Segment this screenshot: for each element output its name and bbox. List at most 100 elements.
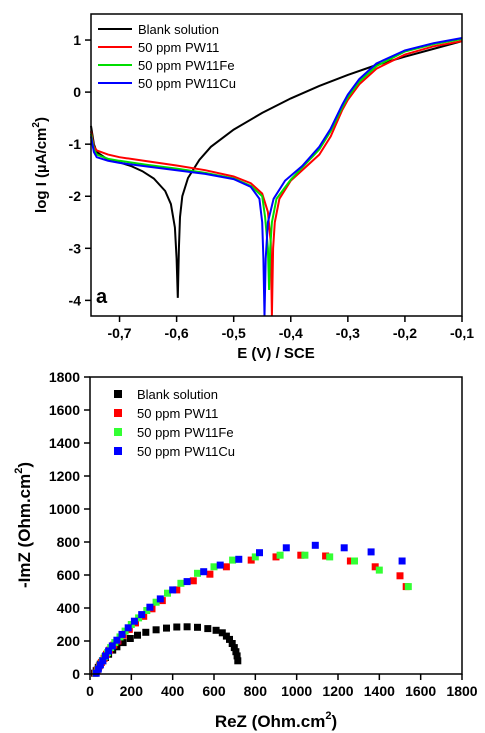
nyquist-chart: 0 200 400 600 800 1000 1200 1400 1600 1800 0 200 40… (13, 369, 478, 731)
panel-label: a (96, 286, 108, 308)
data-point (169, 586, 177, 594)
data-point (152, 626, 160, 634)
x-tick-label: 0 (86, 683, 94, 699)
data-point (272, 553, 280, 561)
data-point (119, 639, 127, 647)
data-point (396, 572, 404, 580)
series-3 (92, 541, 406, 677)
data-point (234, 657, 242, 665)
data-point (124, 624, 132, 632)
x-tick-label: -0,5 (222, 325, 246, 341)
plot-frame (90, 13, 463, 317)
y-tick-label: -4 (69, 292, 82, 308)
legend-label: 50 ppm PW11Fe (137, 425, 234, 440)
x-tick-label: 200 (120, 683, 144, 699)
data-point (200, 568, 208, 576)
data-point (229, 556, 237, 564)
data-point (163, 624, 170, 632)
data-point (194, 623, 201, 631)
data-point (326, 553, 334, 561)
data-point (113, 636, 121, 644)
legend-label: 50 ppm PW11Cu (138, 76, 236, 91)
legend-swatch (114, 409, 122, 417)
series-line-1 (90, 40, 463, 317)
legend-swatch (114, 428, 122, 436)
data-point (156, 595, 164, 603)
data-point (118, 630, 126, 638)
x-axis-label: E (V) / SCE (237, 345, 315, 362)
y-axis-label: -ImZ (Ohm.cm2) (13, 462, 34, 588)
y-tick-label: 1 (73, 32, 81, 48)
data-point (218, 629, 226, 637)
y-tick-label: 1600 (49, 402, 80, 418)
data-point (142, 628, 150, 636)
y-tick-label: 0 (72, 666, 80, 682)
data-point (102, 652, 109, 660)
legend-swatch (114, 390, 122, 398)
x-tick-label: 600 (202, 683, 226, 699)
y-tick-label: -2 (69, 188, 82, 204)
data-point (216, 561, 224, 569)
data-point (126, 635, 134, 642)
x-tick-label: 1600 (405, 683, 436, 699)
polarization-chart: -0,7 -0,6 -0,5 -0,4 -0,3 -0,2 -0,1 -4-3-2-101 … (31, 13, 474, 362)
x-tick-label: -0,3 (336, 325, 360, 341)
y-tick-label: 600 (57, 567, 81, 583)
x-tick-label: -0,7 (107, 325, 131, 341)
x-tick-label: 1400 (364, 683, 395, 699)
x-tick-label: -0,6 (165, 325, 189, 341)
x-tick-label: -0,1 (450, 325, 474, 341)
data-point (301, 551, 309, 559)
legend-label: 50 ppm PW11Fe (138, 58, 235, 73)
data-point (351, 557, 358, 565)
data-point (146, 603, 154, 611)
y-tick-label: -1 (69, 136, 82, 152)
legend-label: 50 ppm PW11 (138, 40, 219, 55)
y-tick-label: 1000 (49, 501, 80, 517)
x-tick-label: 800 (244, 683, 268, 699)
data-point (371, 563, 379, 571)
series-line-2 (90, 38, 463, 291)
data-point (398, 557, 406, 565)
data-point (247, 556, 255, 564)
y-tick-label: 400 (57, 600, 81, 616)
data-point (99, 657, 107, 665)
data-point (134, 631, 141, 639)
legend-label: 50 ppm PW11Cu (137, 444, 235, 459)
data-point (94, 665, 102, 673)
data-point (152, 598, 160, 606)
data-point (173, 623, 181, 631)
data-point (232, 648, 240, 656)
data-point (96, 661, 104, 669)
data-point (108, 642, 116, 650)
x-axis-label: ReZ (Ohm.cm2) (215, 710, 337, 731)
x-tick-label: 1200 (322, 683, 353, 699)
y-tick-label: 1400 (49, 435, 80, 451)
data-point (194, 569, 201, 577)
data-point (235, 555, 243, 563)
data-point (282, 544, 290, 552)
series-line-3 (90, 37, 463, 317)
x-tick-label: -0,4 (279, 325, 303, 341)
data-point (251, 553, 259, 561)
data-point (340, 544, 348, 552)
y-tick-label: -3 (69, 240, 82, 256)
legend-label: Blank solution (137, 387, 218, 402)
data-point (183, 623, 191, 631)
data-point (226, 635, 233, 643)
x-tick-label: 1000 (281, 683, 312, 699)
legend-label: Blank solution (138, 22, 219, 37)
x-tick-label: 1800 (446, 683, 477, 699)
x-tick-label: 400 (161, 683, 185, 699)
data-point (404, 583, 412, 591)
data-point (346, 557, 354, 565)
data-point (228, 640, 236, 647)
data-point (105, 647, 113, 655)
data-point (164, 589, 171, 597)
data-point (130, 617, 138, 625)
data-point (297, 551, 305, 559)
y-tick-label: 1800 (49, 369, 80, 385)
data-point (206, 570, 214, 578)
data-point (138, 611, 146, 619)
legend-label: 50 ppm PW11 (137, 406, 218, 421)
